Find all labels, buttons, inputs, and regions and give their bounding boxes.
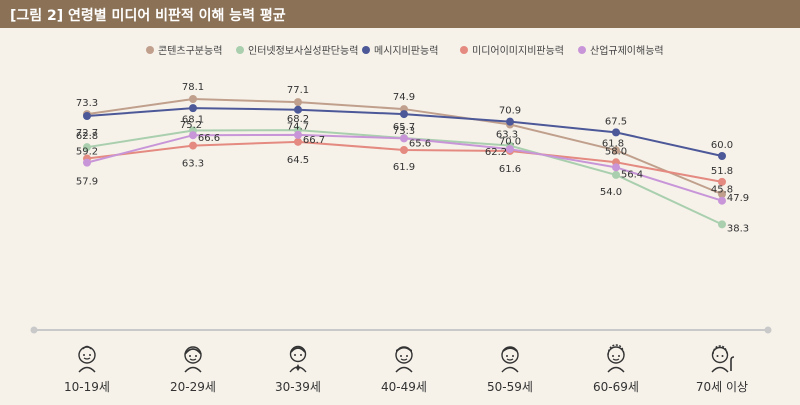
data-label: 51.8 bbox=[711, 166, 733, 177]
young-adult-face-icon bbox=[178, 343, 208, 373]
legend-label: 콘텐츠구분능력 bbox=[158, 45, 222, 57]
data-label: 63.3 bbox=[182, 159, 204, 170]
data-point bbox=[612, 146, 620, 155]
data-label: 78.1 bbox=[182, 82, 204, 93]
data-label: 66.7 bbox=[303, 135, 325, 146]
data-label: 56.4 bbox=[621, 169, 643, 180]
data-label: 58.0 bbox=[605, 146, 627, 157]
data-label: 61.6 bbox=[499, 164, 521, 175]
legend-marker bbox=[146, 46, 154, 54]
legend-marker bbox=[460, 46, 468, 54]
data-point bbox=[294, 105, 302, 114]
data-point bbox=[612, 163, 620, 172]
middle-age-face-icon bbox=[389, 343, 419, 373]
x-axis bbox=[30, 326, 772, 334]
data-point bbox=[294, 98, 302, 107]
legend-label: 인터넷정보사실성판단능력 bbox=[248, 45, 358, 57]
data-point bbox=[83, 143, 91, 152]
data-point bbox=[718, 177, 726, 186]
data-label: 59.2 bbox=[76, 147, 98, 158]
data-label: 62.2 bbox=[485, 147, 507, 158]
age-category-label: 70세 이상 bbox=[695, 380, 749, 394]
data-point bbox=[612, 128, 620, 137]
data-label: 61.8 bbox=[602, 138, 624, 149]
line-chart: 콘텐츠구분능력 인터넷정보사실성판단능력 메시지비판능력 미디어이미지비판능력 산업규제… bbox=[30, 44, 772, 334]
data-label: 38.3 bbox=[727, 223, 749, 234]
axis-end-dot bbox=[764, 326, 772, 334]
data-label: 73.3 bbox=[393, 126, 415, 137]
data-label: 72.7 bbox=[76, 128, 98, 139]
data-point bbox=[612, 170, 620, 179]
data-label: 57.9 bbox=[76, 177, 98, 188]
data-point bbox=[189, 141, 197, 150]
data-point bbox=[400, 110, 408, 119]
data-point bbox=[718, 196, 726, 205]
chart-title: [그림 2] 연령별 미디어 비판적 이해 능력 평균 bbox=[10, 8, 286, 24]
data-label: 70.0 bbox=[499, 137, 521, 148]
data-point bbox=[294, 130, 302, 139]
data-point bbox=[189, 104, 197, 113]
data-label: 70.9 bbox=[499, 106, 521, 117]
data-label: 54.0 bbox=[600, 187, 622, 198]
age-category-label: 10-19세 bbox=[64, 380, 110, 394]
data-label: 65.6 bbox=[409, 138, 431, 149]
data-point bbox=[189, 131, 197, 140]
data-label: 75.2 bbox=[180, 120, 202, 131]
data-label: 66.6 bbox=[198, 133, 220, 144]
axis-end-dot bbox=[30, 326, 38, 334]
age-category-label: 40-49세 bbox=[381, 380, 427, 394]
data-label: 61.9 bbox=[393, 162, 415, 173]
data-point bbox=[83, 111, 91, 120]
data-label: 68.2 bbox=[287, 114, 309, 125]
title-bar: [그림 2] 연령별 미디어 비판적 이해 능력 평균 bbox=[0, 0, 800, 28]
legend-marker bbox=[362, 46, 370, 54]
data-label: 77.1 bbox=[287, 85, 309, 96]
data-label: 62.8 bbox=[76, 131, 98, 142]
data-point bbox=[506, 145, 514, 154]
data-point bbox=[400, 134, 408, 143]
age-category-label: 20-29세 bbox=[170, 380, 216, 394]
data-points bbox=[83, 94, 726, 229]
data-labels: 73.3 78.1 77.1 74.9 70.0 61.8 47.9 62.8 68.1 68.2… bbox=[76, 82, 749, 234]
data-label: 45.8 bbox=[711, 185, 733, 196]
data-point bbox=[294, 137, 302, 146]
data-label: 65.7 bbox=[393, 122, 415, 133]
child-face-icon bbox=[72, 343, 102, 373]
data-point bbox=[718, 220, 726, 229]
elder-face-icon bbox=[601, 343, 631, 373]
data-label: 68.1 bbox=[182, 114, 204, 125]
legend-marker bbox=[578, 46, 586, 54]
age-category-label: 60-69세 bbox=[593, 380, 639, 394]
senior-face-icon bbox=[495, 343, 525, 373]
data-point bbox=[718, 152, 726, 160]
data-label: 67.5 bbox=[605, 116, 627, 127]
legend-label: 미디어이미지비판능력 bbox=[472, 45, 564, 57]
legend-label: 산업규제이해능력 bbox=[590, 44, 664, 57]
data-label: 74.9 bbox=[393, 92, 415, 103]
legend-marker bbox=[236, 46, 244, 54]
data-label: 73.3 bbox=[76, 98, 98, 109]
data-label: 74.7 bbox=[287, 122, 309, 133]
data-point bbox=[83, 158, 91, 167]
data-point bbox=[400, 146, 408, 155]
data-point bbox=[506, 117, 514, 126]
data-label: 63.3 bbox=[496, 130, 518, 141]
age-category-label: 30-39세 bbox=[275, 380, 321, 394]
legend: 콘텐츠구분능력 인터넷정보사실성판단능력 메시지비판능력 미디어이미지비판능력 산업규제… bbox=[146, 44, 664, 57]
data-label: 64.5 bbox=[287, 155, 309, 166]
data-point bbox=[718, 190, 726, 199]
data-label: 60.0 bbox=[711, 140, 733, 151]
data-point bbox=[189, 94, 197, 103]
old-person-with-cane-icon bbox=[707, 343, 737, 373]
age-category-label: 50-59세 bbox=[487, 380, 533, 394]
legend-label: 메시지비판능력 bbox=[374, 45, 438, 57]
adult-face-icon bbox=[283, 343, 313, 373]
data-label: 47.9 bbox=[727, 193, 749, 204]
